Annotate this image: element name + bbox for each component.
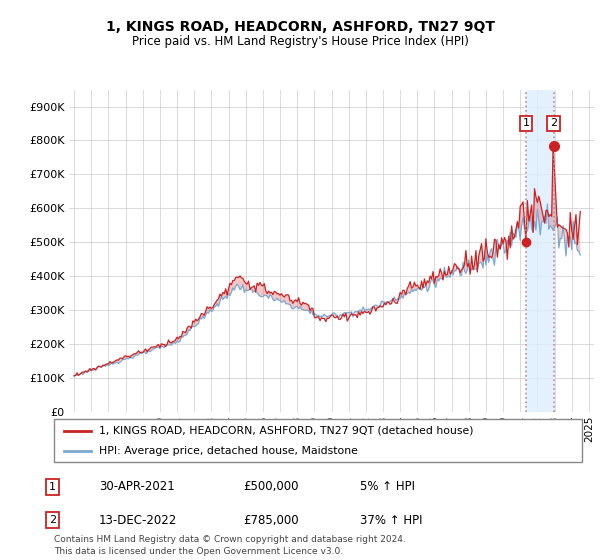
Bar (526, 90, 554, 412)
Text: Price paid vs. HM Land Registry's House Price Index (HPI): Price paid vs. HM Land Registry's House … (131, 35, 469, 48)
Text: 2: 2 (550, 118, 557, 128)
Text: 30-APR-2021: 30-APR-2021 (99, 480, 175, 493)
Text: 2: 2 (49, 515, 56, 525)
Text: £500,000: £500,000 (243, 480, 299, 493)
Text: 1: 1 (523, 118, 529, 128)
Text: 1, KINGS ROAD, HEADCORN, ASHFORD, TN27 9QT (detached house): 1, KINGS ROAD, HEADCORN, ASHFORD, TN27 9… (99, 426, 473, 436)
Text: 1, KINGS ROAD, HEADCORN, ASHFORD, TN27 9QT: 1, KINGS ROAD, HEADCORN, ASHFORD, TN27 9… (106, 20, 494, 34)
Text: Contains HM Land Registry data © Crown copyright and database right 2024.
This d: Contains HM Land Registry data © Crown c… (54, 535, 406, 556)
Text: 37% ↑ HPI: 37% ↑ HPI (360, 514, 422, 527)
Text: 5% ↑ HPI: 5% ↑ HPI (360, 480, 415, 493)
Text: HPI: Average price, detached house, Maidstone: HPI: Average price, detached house, Maid… (99, 446, 358, 455)
Text: £785,000: £785,000 (243, 514, 299, 527)
Text: 13-DEC-2022: 13-DEC-2022 (99, 514, 177, 527)
Text: 1: 1 (49, 482, 56, 492)
